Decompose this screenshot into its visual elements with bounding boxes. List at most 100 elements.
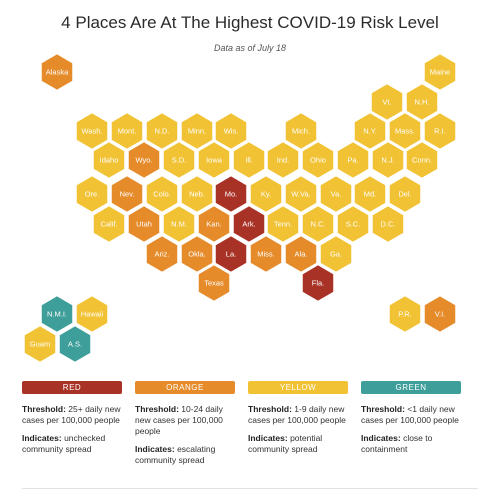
hex-shape [249,174,283,214]
hex-label: N.Y. [363,127,377,136]
hex-tile-w-va: W.Va. [284,174,318,214]
hex-tile-md: Md. [353,174,387,214]
hex-label: Fla. [312,279,325,288]
hex-shape [232,140,266,180]
legend-orange: ORANGE Threshold: 10-24 daily new cases … [135,381,235,473]
hex-label: Iowa [206,156,223,165]
hex-tile-wash: Wash. [75,111,109,151]
hex-shape [371,140,405,180]
hex-tile-ohio: Ohio [301,140,335,180]
hex-label: Idaho [100,156,119,165]
legend-red: RED Threshold: 25+ daily new cases per 1… [22,381,122,462]
hex-tile-va: Va. [319,174,353,214]
hex-tile-fla: Fla. [301,263,335,303]
hex-label: R.I. [434,127,446,136]
hex-shape [145,111,179,151]
legend-green-indicates: Indicates: close to containment [361,433,433,454]
hex-label: Wyo. [135,156,152,165]
hex-shape [301,204,335,244]
hex-label: Alaska [46,68,69,77]
hex-label: N.M.I. [47,310,67,319]
hex-tile-vt: Vt. [370,82,404,122]
hex-shape [197,140,231,180]
hex-shape [214,111,248,151]
hex-shape [75,294,109,334]
page-title: 4 Places Are At The Highest COVID-19 Ris… [61,13,439,32]
hex-label: S.D. [172,156,187,165]
legend-orange-bar: ORANGE [135,381,235,394]
hex-label: Colo. [153,190,171,199]
hex-label: Ga. [330,250,342,259]
hex-shape [405,140,439,180]
hex-tile-calif: Calif. [92,204,126,244]
hex-label: Tenn. [274,220,292,229]
legend-red-threshold: Threshold: 25+ daily new cases per 100,0… [22,404,121,425]
hex-shape [353,174,387,214]
hex-shape [162,204,196,244]
hex-shape [23,324,57,364]
hex-tile-utah: Utah [127,204,161,244]
hex-label: A.S. [68,340,82,349]
hex-tile-colo: Colo. [145,174,179,214]
hex-label: Ky. [261,190,271,199]
hex-tile-ariz: Ariz. [145,234,179,274]
hex-shape [232,204,266,244]
legend-red-indicates: Indicates: unchecked community spread [22,433,106,454]
hex-tile-hawaii: Hawaii [75,294,109,334]
hex-tile-r-i: R.I. [423,111,457,151]
hex-label: Vt. [382,98,391,107]
hex-shape [214,174,248,214]
hex-tile-kan: Kan. [197,204,231,244]
hex-label: Calif. [100,220,117,229]
hex-label: N.M. [171,220,187,229]
hex-shape [110,174,144,214]
hex-shape [145,234,179,274]
hex-shape [370,82,404,122]
hex-shape [423,52,457,92]
hex-tile-texas: Texas [197,263,231,303]
hex-shape [284,111,318,151]
hex-tile-s-c: S.C. [336,204,370,244]
hex-tile-p-r: P.R. [388,294,422,334]
legend-yellow: YELLOW Threshold: 1-9 daily new cases pe… [248,381,348,462]
hex-label: Neb. [189,190,205,199]
legend-green-bar: GREEN [361,381,461,394]
hex-label: Utah [136,220,152,229]
hex-tile-wis: Wis. [214,111,248,151]
hex-label: Hawaii [81,310,104,319]
hex-label: Guam [30,340,50,349]
hex-label: Nev. [120,190,135,199]
hex-label: Ark. [242,220,255,229]
hex-shape [423,294,457,334]
hex-shape [110,111,144,151]
legend-yellow-bar: YELLOW [248,381,348,394]
hex-label: V.I. [435,310,446,319]
hex-label: Okla. [188,250,206,259]
hex-label: Md. [364,190,377,199]
hex-label: Ill. [245,156,253,165]
hex-tile-pa: Pa. [336,140,370,180]
hex-tile-map: Alaska Maine Vt. N.H. Wash. Mont. N.D. Minn. Wis… [23,52,457,364]
hex-tile-maine: Maine [423,52,457,92]
hex-shape [180,234,214,274]
hex-label: N.H. [415,98,430,107]
hex-shape [249,234,283,274]
hex-shape [336,140,370,180]
hex-label: S.C. [346,220,361,229]
hex-tile-n-m: N.M. [162,204,196,244]
hex-label: Mo. [225,190,238,199]
hex-tile-wyo: Wyo. [127,140,161,180]
legend-yellow-threshold: Threshold: 1-9 daily new cases per 100,0… [248,404,346,425]
legend-green-threshold: Threshold: <1 daily new cases per 100,00… [361,404,459,425]
hex-shape [266,140,300,180]
hex-label: Ore. [85,190,100,199]
hex-label: Wash. [82,127,103,136]
hex-tile-guam: Guam [23,324,57,364]
hex-shape [180,111,214,151]
hex-tile-d-c: D.C. [371,204,405,244]
hex-label: Ala. [295,250,308,259]
hex-tile-a-s: A.S. [58,324,92,364]
hex-shape [405,82,439,122]
hex-shape [127,140,161,180]
hex-label: Ariz. [155,250,170,259]
